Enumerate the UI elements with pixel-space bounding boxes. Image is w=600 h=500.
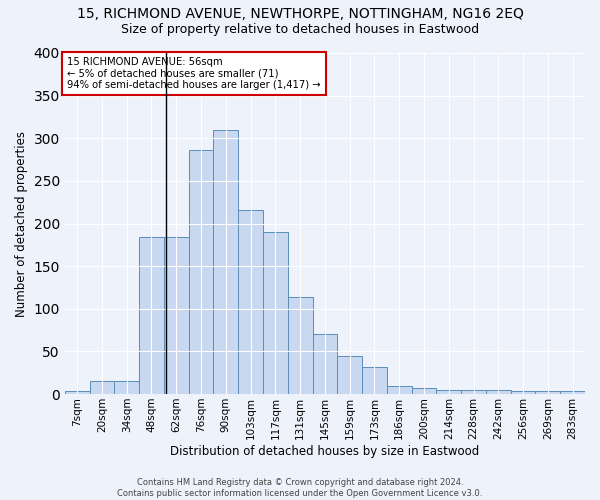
Bar <box>288 297 313 394</box>
Bar <box>65 392 89 394</box>
Bar <box>89 382 115 394</box>
Text: 15, RICHMOND AVENUE, NEWTHORPE, NOTTINGHAM, NG16 2EQ: 15, RICHMOND AVENUE, NEWTHORPE, NOTTINGH… <box>77 8 523 22</box>
Bar <box>313 334 337 394</box>
Bar <box>412 388 436 394</box>
Bar <box>164 237 188 394</box>
Bar <box>263 232 288 394</box>
X-axis label: Distribution of detached houses by size in Eastwood: Distribution of detached houses by size … <box>170 444 479 458</box>
Bar <box>337 356 362 394</box>
Bar <box>511 392 535 394</box>
Bar <box>115 382 139 394</box>
Bar <box>387 386 412 394</box>
Y-axis label: Number of detached properties: Number of detached properties <box>15 130 28 316</box>
Bar <box>560 392 585 394</box>
Text: 15 RICHMOND AVENUE: 56sqm
← 5% of detached houses are smaller (71)
94% of semi-d: 15 RICHMOND AVENUE: 56sqm ← 5% of detach… <box>67 58 321 90</box>
Bar <box>238 210 263 394</box>
Text: Size of property relative to detached houses in Eastwood: Size of property relative to detached ho… <box>121 22 479 36</box>
Bar <box>188 150 214 394</box>
Text: Contains HM Land Registry data © Crown copyright and database right 2024.
Contai: Contains HM Land Registry data © Crown c… <box>118 478 482 498</box>
Bar <box>139 237 164 394</box>
Bar <box>362 367 387 394</box>
Bar <box>535 392 560 394</box>
Bar <box>486 390 511 394</box>
Bar <box>461 390 486 394</box>
Bar <box>436 390 461 394</box>
Bar <box>214 130 238 394</box>
